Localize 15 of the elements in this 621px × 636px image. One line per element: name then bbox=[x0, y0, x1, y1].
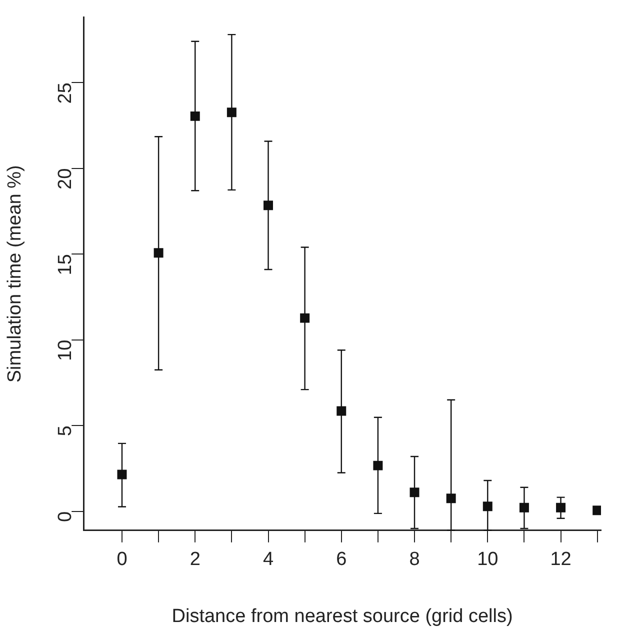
y-tick-label: 5 bbox=[54, 426, 76, 436]
y-tick-label: 10 bbox=[54, 340, 76, 361]
y-tick-label: 25 bbox=[54, 82, 76, 104]
y-axis-title: Simulation time (mean %) bbox=[4, 165, 26, 383]
x-tick-label: 0 bbox=[116, 549, 128, 570]
y-tick-label: 0 bbox=[54, 511, 76, 522]
x-tick-label: 8 bbox=[409, 549, 420, 570]
x-tick-label: 2 bbox=[190, 549, 200, 570]
x-tick-label: 10 bbox=[477, 549, 498, 570]
y-tick-label: 20 bbox=[54, 168, 76, 190]
y-tick-label: 15 bbox=[54, 254, 76, 276]
x-tick-label: 6 bbox=[336, 549, 347, 570]
x-tick-label: 12 bbox=[550, 549, 572, 570]
x-tick-label: 4 bbox=[262, 549, 274, 570]
x-axis-title: Distance from nearest source (grid cells) bbox=[172, 606, 513, 627]
